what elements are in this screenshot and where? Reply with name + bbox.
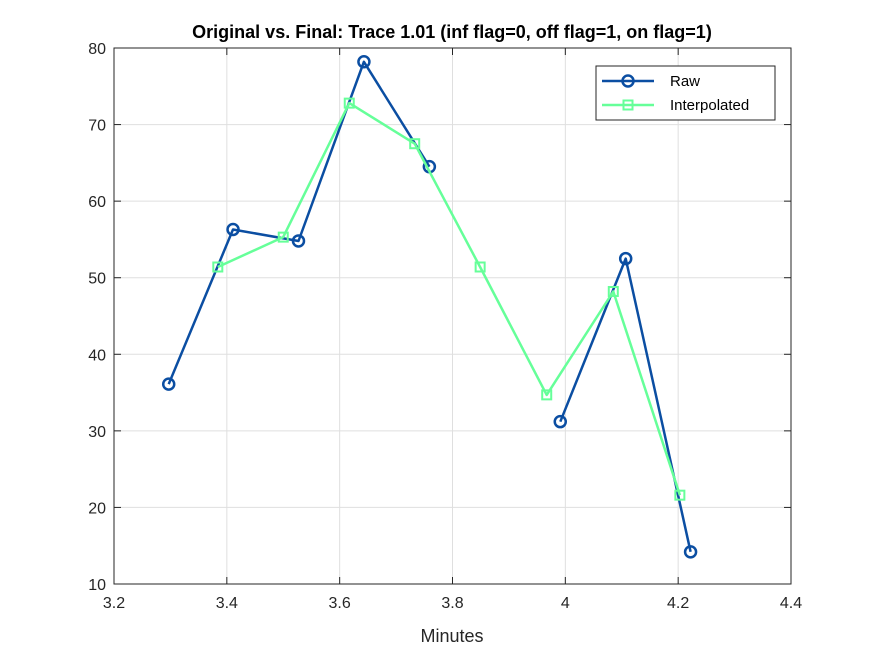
series-raw <box>161 55 698 559</box>
x-tick-label: 3.4 <box>216 595 238 612</box>
data-point <box>161 377 176 391</box>
x-tick-label: 4 <box>561 595 570 612</box>
data-point <box>291 234 306 248</box>
x-tick-label: 4.2 <box>667 595 689 612</box>
tick-labels: 3.2 3.4 3.6 3.8 4 4.2 4.4 10 20 30 40 50 60 70 80 <box>88 41 802 612</box>
grid-lines <box>113 47 792 585</box>
axes <box>113 47 792 585</box>
y-tick-label: 70 <box>88 118 106 135</box>
data-point <box>683 545 698 559</box>
legend-entry-label: Raw <box>670 73 700 90</box>
series-line <box>559 257 692 553</box>
legend: Raw Interpolated <box>595 65 776 121</box>
series-interpolated <box>212 97 686 501</box>
data-series <box>161 55 698 559</box>
data-point <box>474 261 486 273</box>
y-tick-label: 10 <box>88 577 106 594</box>
data-point <box>212 261 224 273</box>
data-point <box>409 138 421 150</box>
y-tick-label: 30 <box>88 424 106 441</box>
y-tick-label: 40 <box>88 347 106 364</box>
x-tick-label: 4.4 <box>780 595 802 612</box>
x-tick-label: 3.6 <box>329 595 351 612</box>
data-point <box>277 231 289 243</box>
x-axis-label: Minutes <box>420 626 483 646</box>
y-tick-label: 80 <box>88 41 106 58</box>
y-tick-label: 20 <box>88 500 106 517</box>
data-point <box>541 389 553 401</box>
data-point <box>618 251 633 266</box>
y-tick-label: 60 <box>88 194 106 211</box>
legend-marker <box>621 74 635 88</box>
chart-title: Original vs. Final: Trace 1.01 (inf flag… <box>192 22 712 42</box>
y-tick-label: 50 <box>88 271 106 288</box>
x-tick-label: 3.2 <box>103 595 125 612</box>
data-point <box>357 55 371 69</box>
data-point <box>607 285 619 297</box>
legend-entry-label: Interpolated <box>670 97 749 114</box>
data-point <box>674 489 686 501</box>
series-line <box>217 101 682 496</box>
data-point <box>226 222 240 237</box>
legend-marker <box>622 99 634 111</box>
x-tick-label: 3.8 <box>441 595 463 612</box>
series-line <box>167 60 431 385</box>
data-point <box>553 414 568 429</box>
data-point <box>343 97 355 109</box>
